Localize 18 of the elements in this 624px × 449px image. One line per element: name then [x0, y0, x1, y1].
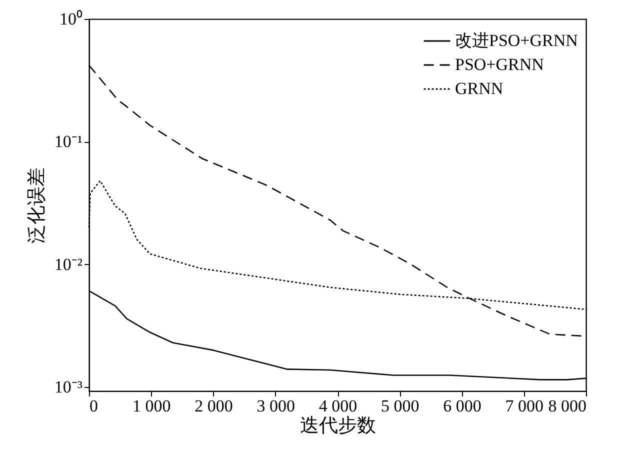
y-tick-label: 10⁻² [54, 254, 82, 274]
x-tick-label: 0 [90, 396, 98, 416]
x-tick-label: 6 000 [443, 396, 482, 416]
x-axis-title: 迭代步数 [300, 416, 376, 436]
x-tick-label: 7 000 [505, 396, 544, 416]
y-axis-title: 泛化误差 [26, 168, 48, 244]
x-tick-label: 4 000 [318, 396, 358, 416]
y-tick-label: 10⁻¹ [54, 132, 82, 152]
legend-label: GRNN [455, 79, 504, 98]
x-tick-label: 3 000 [256, 396, 295, 416]
x-tick-label: 5 000 [381, 396, 420, 416]
x-tick-label: 8 000 [548, 396, 586, 416]
legend-label: 改进PSO+GRNN [455, 31, 578, 50]
x-tick-label: 1 000 [132, 396, 171, 416]
y-tick-label: 10⁰ [60, 10, 82, 28]
y-tick-label: 10⁻³ [54, 378, 82, 397]
legend-label: PSO+GRNN [455, 55, 544, 74]
x-tick-label: 2 000 [194, 396, 233, 416]
